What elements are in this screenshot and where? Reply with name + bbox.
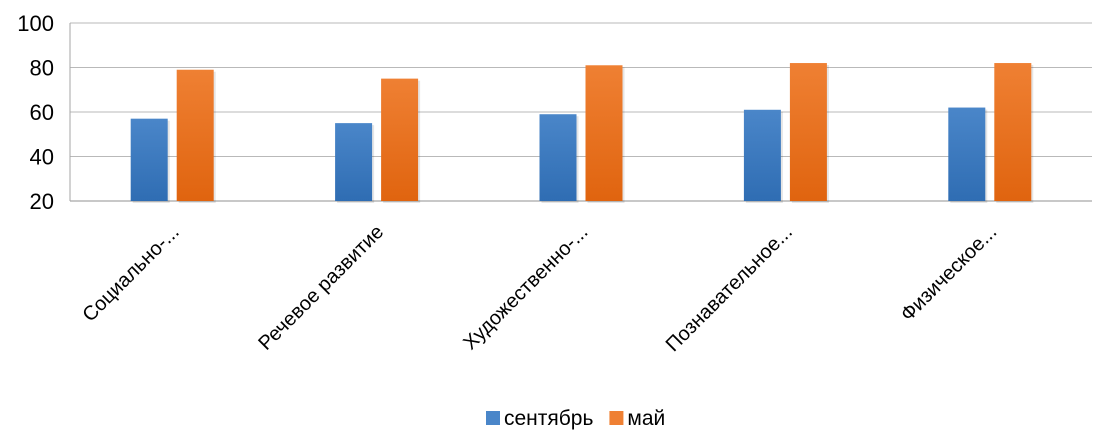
legend-label-0: сентябрь (504, 407, 593, 430)
axes (69, 23, 1092, 202)
x-tick-label: Социально-... (78, 221, 183, 326)
bar-сентябрь-0 (130, 118, 168, 201)
y-tick-label: 60 (30, 100, 54, 125)
bar-май-2 (585, 65, 623, 202)
bar-май-0 (176, 69, 214, 201)
bar-май-1 (381, 78, 419, 201)
bar-сентябрь-4 (948, 107, 986, 201)
x-tick-label: Познавательное... (662, 221, 797, 356)
legend-swatch-0 (486, 411, 500, 425)
legend: сентябрь май (486, 407, 665, 430)
y-tick-label: 100 (17, 11, 54, 36)
gridlines (70, 22, 1092, 202)
y-tick-label: 80 (30, 56, 54, 81)
bar-сентябрь-2 (539, 114, 577, 201)
y-tick-label: 40 (30, 145, 54, 170)
bar-сентябрь-3 (743, 109, 781, 201)
x-tick-label: Физическое... (897, 221, 1002, 326)
legend-swatch-1 (609, 411, 624, 425)
bar-сентябрь-1 (335, 123, 373, 201)
bars (130, 63, 1034, 204)
x-tick-label: Речевое развитие (254, 221, 388, 355)
x-tick-labels: Социально-... Речевое развитие Художествен… (78, 221, 1001, 356)
y-tick-labels: 20 40 60 80 100 (17, 11, 54, 214)
bar-май-4 (994, 63, 1032, 201)
x-tick-label: Художественно-... (459, 221, 592, 354)
legend-label-1: май (627, 407, 665, 430)
y-tick-label: 20 (30, 189, 54, 214)
bar-май-3 (789, 63, 827, 201)
